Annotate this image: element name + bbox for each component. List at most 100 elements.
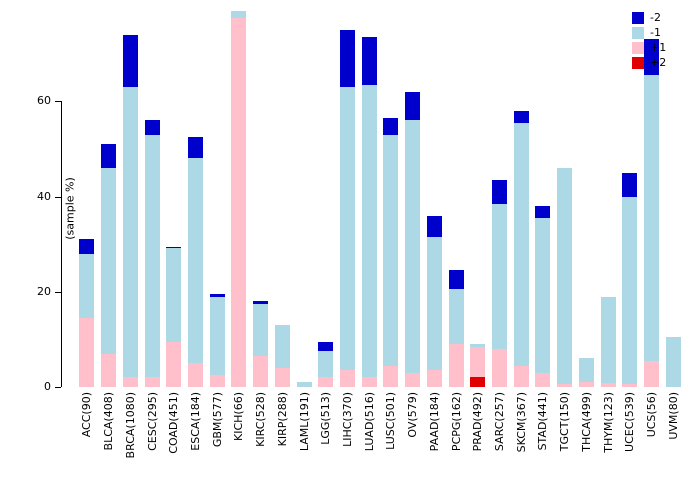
bar-SARC(257) <box>492 6 508 387</box>
bar-slot <box>424 6 446 387</box>
bar-THCA(499) <box>578 6 594 387</box>
bar-KIRC(528) <box>253 6 269 387</box>
bar-segment--2 <box>122 34 138 87</box>
bar-LGG(513) <box>318 6 334 387</box>
x-tick-label: PAAD(184) <box>427 392 441 452</box>
x-tick-label: THYM(123) <box>601 392 615 453</box>
bar-segment--1 <box>470 344 486 347</box>
bar-segment--2 <box>166 246 182 248</box>
bar-LIHC(370) <box>339 6 355 387</box>
bar-PAAD(184) <box>426 6 442 387</box>
legend-swatch-icon <box>632 27 644 39</box>
bar-segment--2 <box>405 91 421 121</box>
bar-segment-+1 <box>513 365 529 387</box>
legend-label: +2 <box>650 56 667 69</box>
bar-slot <box>271 6 293 387</box>
bar-segment-+1 <box>144 377 160 387</box>
bar-segment-+1 <box>231 17 247 387</box>
bar-segment-+1 <box>578 382 594 387</box>
y-tick-mark <box>55 196 61 198</box>
bar-segment--2 <box>144 120 160 135</box>
bar-KICH(66) <box>231 6 247 387</box>
bar-segment--1 <box>513 122 529 366</box>
bar-STAD(441) <box>535 6 551 387</box>
x-label-slot: OV(579) <box>402 392 424 478</box>
bar-segment--1 <box>383 134 399 366</box>
x-label-slot: STAD(441) <box>532 392 554 478</box>
bar-PRAD(492) <box>470 6 486 387</box>
x-tick-label: GBM(577) <box>210 392 224 448</box>
bar-segment--1 <box>318 351 334 378</box>
bar-segment--1 <box>339 86 355 371</box>
bar-segment--2 <box>448 270 464 290</box>
bar-segment-+2 <box>470 377 486 387</box>
bar-segment--2 <box>318 341 334 352</box>
bar-segment--2 <box>535 206 551 218</box>
bar-BRCA(1080) <box>122 6 138 387</box>
bar-LAML(191) <box>296 6 312 387</box>
bar-slot <box>510 6 532 387</box>
x-label-slot: SKCM(367) <box>510 392 532 478</box>
y-tick-mark <box>55 387 61 388</box>
bar-slot <box>163 6 185 387</box>
x-tick-label: LUSC(501) <box>384 392 398 450</box>
legend-label: +1 <box>650 41 667 54</box>
bar-segment--1 <box>209 296 225 376</box>
bar-slot <box>337 6 359 387</box>
bar-THYM(123) <box>600 6 616 387</box>
bar-segment--1 <box>578 358 594 383</box>
bar-segment--2 <box>187 136 203 159</box>
bar-segment-+1 <box>492 348 508 387</box>
bar-TGCT(150) <box>557 6 573 387</box>
bar-segment--2 <box>644 39 660 76</box>
x-label-slot: TGCT(150) <box>554 392 576 478</box>
x-label-slot: KICH(66) <box>228 392 250 478</box>
bar-segment-+1 <box>470 346 486 378</box>
x-tick-label: BLCA(408) <box>102 392 116 451</box>
bar-segment-+1 <box>209 375 225 387</box>
bar-slot <box>206 6 228 387</box>
bar-segment--1 <box>79 253 95 318</box>
x-label-slot: LGG(513) <box>315 392 337 478</box>
legend-label: -1 <box>650 26 661 39</box>
bar-slot <box>597 6 619 387</box>
bar-slot <box>619 6 641 387</box>
x-label-slot: BLCA(408) <box>98 392 120 478</box>
legend-swatch-icon <box>632 12 644 24</box>
bar-segment-+1 <box>405 372 421 387</box>
bar-segment--1 <box>231 10 247 18</box>
bar-segment--1 <box>600 296 616 384</box>
bar-ESCA(184) <box>187 6 203 387</box>
x-label-slot: PAAD(184) <box>424 392 446 478</box>
x-tick-label: LUAD(516) <box>362 392 376 452</box>
bar-segment--1 <box>448 289 464 345</box>
bar-BLCA(408) <box>101 6 117 387</box>
bar-slot <box>228 6 250 387</box>
x-label-slot: KIRC(528) <box>250 392 272 478</box>
bar-slot <box>358 6 380 387</box>
bar-segment--2 <box>339 29 355 87</box>
x-label-slot: LAML(191) <box>293 392 315 478</box>
x-tick-label: STAD(441) <box>536 392 550 451</box>
bar-segment-+1 <box>101 353 117 387</box>
x-label-slot: GBM(577) <box>206 392 228 478</box>
x-label-slot: CESC(295) <box>141 392 163 478</box>
legend: -2 -1 +1 +2 <box>632 12 666 69</box>
bar-segment-+1 <box>339 370 355 387</box>
bar-GBM(577) <box>209 6 225 387</box>
bar-segment-+1 <box>122 377 138 387</box>
bar-slot <box>532 6 554 387</box>
bar-segment-+1 <box>644 360 660 387</box>
x-tick-label: COAD(451) <box>167 392 181 454</box>
y-tick-label: 40 <box>37 189 51 203</box>
x-label-slot: PRAD(492) <box>467 392 489 478</box>
bar-UCS(56) <box>644 6 660 387</box>
bar-segment-+1 <box>426 370 442 387</box>
bar-segment-+1 <box>187 363 203 387</box>
bar-segment--2 <box>361 36 377 85</box>
bar-segment--1 <box>274 325 290 368</box>
x-tick-label: TGCT(150) <box>558 392 572 452</box>
bar-slot <box>185 6 207 387</box>
bar-slot <box>662 6 684 387</box>
